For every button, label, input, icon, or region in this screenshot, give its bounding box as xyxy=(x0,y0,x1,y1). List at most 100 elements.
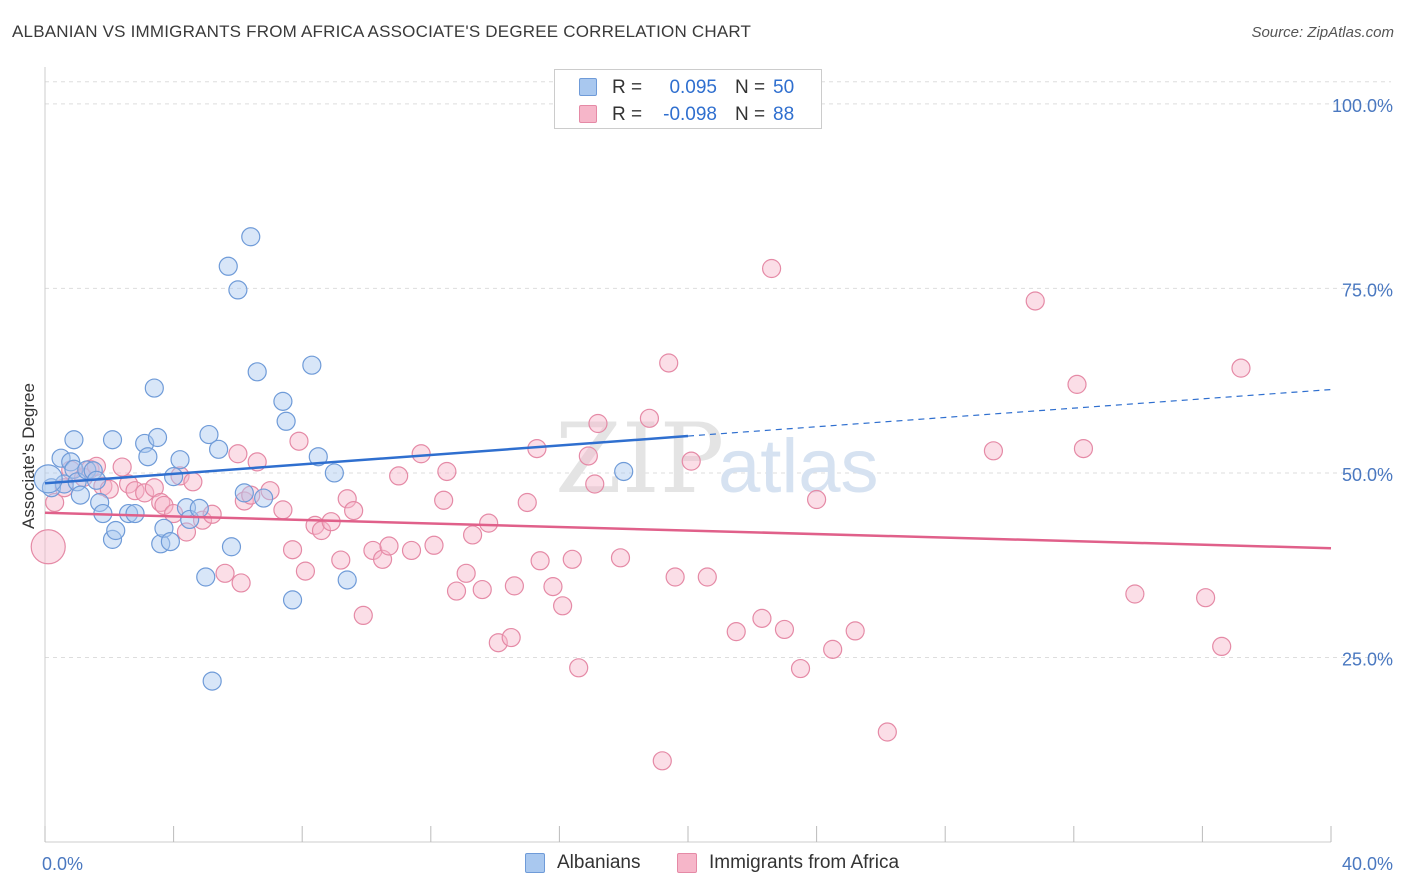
africa-point-24 xyxy=(231,573,251,593)
albanians-point-35 xyxy=(221,537,242,557)
africa-point-81 xyxy=(845,621,865,641)
albanians-swatch xyxy=(579,78,597,96)
n-label: N = xyxy=(735,104,766,125)
albanians-trend-line xyxy=(44,434,689,485)
r-label: R = xyxy=(612,77,643,98)
africa-point-72 xyxy=(681,451,701,471)
africa-point-59 xyxy=(530,551,550,571)
albanians-point-49 xyxy=(33,464,63,494)
albanians-point-30 xyxy=(196,567,216,587)
africa-point-23 xyxy=(228,444,248,464)
africa-point-84 xyxy=(1025,291,1045,311)
africa-point-73 xyxy=(697,567,717,587)
albanians-point-17 xyxy=(125,503,145,524)
watermark: ZIP atlas xyxy=(555,403,879,515)
africa-point-89 xyxy=(1196,588,1216,608)
africa-point-19 xyxy=(183,472,203,492)
africa-point-28 xyxy=(260,481,280,501)
albanians-point-45 xyxy=(308,447,328,467)
albanians-point-5 xyxy=(64,430,84,450)
albanians-point-44 xyxy=(302,355,322,375)
y-axis-label: Associate's Degree xyxy=(19,383,38,529)
africa-point-57 xyxy=(517,492,537,513)
albanians-point-29 xyxy=(189,498,209,518)
series-albanians-points xyxy=(33,227,634,691)
africa-point-29 xyxy=(273,500,293,520)
albanians-point-24 xyxy=(160,531,180,552)
albanians-point-11 xyxy=(90,492,110,513)
albanians-point-43 xyxy=(282,590,303,610)
albanians-point-15 xyxy=(102,430,123,450)
albanians-point-36 xyxy=(228,280,248,300)
r-label: R = xyxy=(612,104,643,125)
r-value: -0.098 xyxy=(663,104,717,125)
africa-point-31 xyxy=(289,431,309,451)
africa-point-42 xyxy=(379,536,399,556)
albanians-point-16 xyxy=(118,503,139,524)
africa-point-44 xyxy=(401,540,422,561)
africa-point-82 xyxy=(877,722,897,742)
africa-point-74 xyxy=(726,622,746,642)
africa-point-15 xyxy=(154,495,174,516)
africa-point-50 xyxy=(456,563,476,583)
africa-point-63 xyxy=(569,658,589,678)
africa-point-51 xyxy=(462,525,483,545)
albanians-point-33 xyxy=(209,439,229,459)
albanians-swatch xyxy=(525,853,545,873)
africa-point-49 xyxy=(446,581,467,601)
africa-point-70 xyxy=(659,353,679,373)
africa-point-43 xyxy=(389,466,409,486)
x-tick-label-1: 40.0% xyxy=(1342,854,1393,874)
africa-point-32 xyxy=(295,561,316,581)
africa-point-9 xyxy=(112,457,132,477)
africa-swatch xyxy=(579,105,597,123)
africa-point-52 xyxy=(472,579,492,600)
albanians-point-7 xyxy=(70,485,90,505)
africa-point-77 xyxy=(774,619,795,640)
africa-point-1 xyxy=(45,492,65,513)
africa-point-45 xyxy=(411,444,431,464)
legend-row-africa: R = -0.098 N = 88 xyxy=(555,101,821,127)
legend-label: Albanians xyxy=(557,852,641,873)
watermark-zip: ZIP xyxy=(555,403,724,515)
albanians-trend-extension xyxy=(687,388,1332,437)
r-value: 0.095 xyxy=(669,77,717,98)
albanians-point-38 xyxy=(241,227,261,247)
africa-point-39 xyxy=(353,605,373,626)
legend-label: Immigrants from Africa xyxy=(709,852,900,873)
africa-point-78 xyxy=(790,658,811,679)
africa-point-68 xyxy=(639,408,660,428)
stats-legend: R = 0.095 N = 50 R = -0.098 N = 88 xyxy=(554,69,822,129)
africa-point-36 xyxy=(331,550,351,570)
albanians-point-20 xyxy=(144,378,164,398)
africa-point-54 xyxy=(488,633,508,653)
africa-point-80 xyxy=(823,639,843,659)
chart-title: ALBANIAN VS IMMIGRANTS FROM AFRICA ASSOC… xyxy=(12,22,752,41)
africa-point-86 xyxy=(1073,438,1094,459)
n-label: N = xyxy=(735,77,766,98)
n-value: 88 xyxy=(773,104,795,125)
africa-point-85 xyxy=(1067,374,1087,394)
africa-point-37 xyxy=(337,489,357,509)
albanians-point-39 xyxy=(247,362,267,382)
albanians-point-21 xyxy=(147,427,168,448)
africa-point-55 xyxy=(501,627,521,648)
albanians-point-40 xyxy=(254,488,274,508)
africa-point-30 xyxy=(282,540,303,560)
albanians-point-41 xyxy=(273,391,293,411)
africa-point-71 xyxy=(665,567,685,587)
africa-point-61 xyxy=(553,596,573,616)
y-tick-label-0: 25.0% xyxy=(1342,649,1393,669)
africa-point-53 xyxy=(479,513,499,533)
albanians-point-37 xyxy=(234,483,254,503)
albanians-point-32 xyxy=(202,671,222,691)
watermark-atlas: atlas xyxy=(718,424,879,509)
africa-point-69 xyxy=(652,751,672,771)
africa-point-88 xyxy=(1125,584,1145,604)
africa-point-12 xyxy=(135,483,155,503)
africa-point-87 xyxy=(1231,358,1251,378)
series-africa-points xyxy=(30,258,1251,771)
africa-point-83 xyxy=(983,441,1004,461)
albanians-point-46 xyxy=(324,463,344,483)
legend-row-albanians: R = 0.095 N = 50 xyxy=(555,74,821,100)
